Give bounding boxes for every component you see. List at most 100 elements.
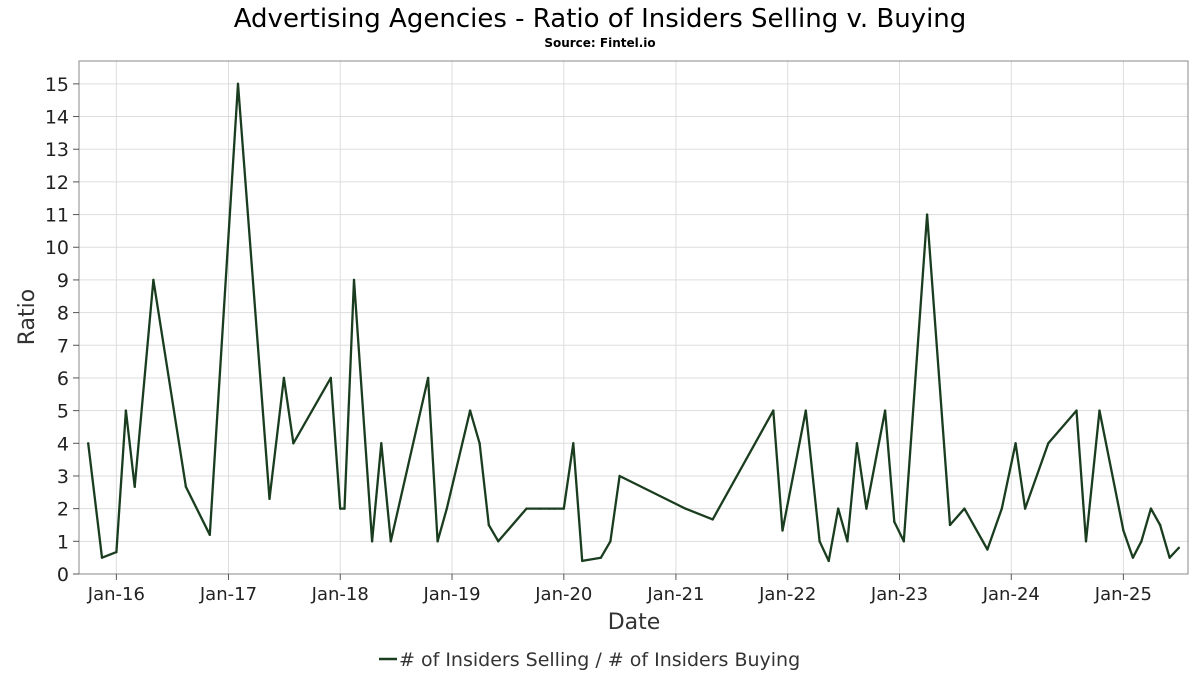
data-point bbox=[329, 376, 332, 380]
data-point bbox=[1000, 507, 1003, 510]
y-tick-label: 3 bbox=[57, 466, 69, 488]
data-point bbox=[883, 409, 887, 412]
y-tick-label: 11 bbox=[45, 205, 69, 227]
x-tick-label: Jan-18 bbox=[311, 584, 369, 605]
x-axis-label: Date bbox=[608, 610, 661, 635]
x-tick-label: Jan-23 bbox=[870, 584, 928, 605]
data-point bbox=[380, 442, 383, 445]
data-point bbox=[100, 556, 104, 559]
data-point bbox=[184, 485, 188, 488]
data-point bbox=[370, 540, 374, 543]
data-point bbox=[152, 278, 155, 282]
data-point bbox=[86, 442, 90, 445]
x-tick-label: Jan-19 bbox=[422, 584, 480, 605]
data-point bbox=[282, 376, 286, 380]
y-tick-label: 0 bbox=[57, 564, 69, 586]
legend-label: # of Insiders Selling / # of Insiders Bu… bbox=[399, 649, 800, 671]
data-point bbox=[133, 485, 136, 488]
data-point bbox=[389, 540, 392, 543]
x-tick-label: Jan-21 bbox=[646, 584, 704, 605]
y-tick-label: 7 bbox=[57, 335, 69, 357]
y-tick-label: 14 bbox=[45, 107, 69, 129]
data-point bbox=[292, 442, 295, 445]
chart-subtitle: Source: Fintel.io bbox=[544, 36, 655, 50]
data-point bbox=[478, 442, 481, 445]
data-point bbox=[948, 523, 952, 527]
data-point bbox=[1177, 546, 1181, 550]
x-axis-ticks: Jan-16 Jan-17 Jan-18 Jan-19 Jan-20 Jan-21 Jan-… bbox=[87, 574, 1152, 605]
y-tick-label: 15 bbox=[45, 74, 69, 96]
data-point bbox=[572, 442, 575, 445]
data-point bbox=[1098, 409, 1101, 412]
data-point bbox=[1084, 540, 1088, 543]
data-point bbox=[548, 507, 551, 510]
data-point bbox=[1149, 507, 1153, 510]
data-point bbox=[1131, 556, 1135, 559]
data-point bbox=[1140, 540, 1143, 543]
x-tick-label: Jan-25 bbox=[1094, 584, 1152, 605]
chart-title: Advertising Agencies - Ratio of Insiders… bbox=[234, 4, 967, 34]
data-point bbox=[1158, 523, 1162, 527]
data-point bbox=[986, 548, 989, 551]
data-point bbox=[963, 507, 966, 510]
data-point bbox=[580, 559, 584, 563]
y-axis-label: Ratio bbox=[15, 289, 40, 345]
data-point bbox=[902, 540, 905, 543]
x-tick-label: Jan-16 bbox=[87, 584, 145, 605]
data-point bbox=[562, 507, 566, 510]
y-tick-label: 13 bbox=[45, 139, 69, 161]
series-layer bbox=[86, 82, 1181, 563]
data-point bbox=[827, 559, 830, 563]
y-tick-label: 4 bbox=[57, 433, 69, 455]
data-point bbox=[236, 82, 240, 86]
data-point bbox=[1075, 409, 1078, 412]
legend: # of Insiders Selling / # of Insiders Bu… bbox=[379, 649, 800, 671]
data-point bbox=[609, 540, 612, 543]
data-point bbox=[426, 376, 430, 380]
y-tick-label: 1 bbox=[57, 531, 69, 553]
data-point bbox=[436, 540, 439, 543]
data-point bbox=[124, 409, 128, 412]
data-point bbox=[538, 507, 542, 510]
data-point bbox=[343, 507, 346, 510]
data-point bbox=[553, 507, 556, 510]
y-tick-label: 5 bbox=[57, 401, 69, 423]
y-tick-label: 8 bbox=[57, 303, 69, 325]
plot-frame bbox=[78, 60, 1189, 575]
data-point bbox=[684, 507, 687, 510]
data-point bbox=[1023, 507, 1027, 510]
data-point bbox=[1014, 442, 1017, 445]
y-tick-label: 6 bbox=[57, 368, 69, 390]
data-point bbox=[1047, 442, 1050, 445]
data-point bbox=[925, 213, 929, 216]
data-point bbox=[468, 409, 472, 412]
y-tick-label: 9 bbox=[57, 270, 69, 292]
x-tick-label: Jan-22 bbox=[758, 584, 816, 605]
series-line bbox=[87, 82, 1180, 563]
data-point bbox=[855, 442, 859, 445]
x-tick-label: Jan-20 bbox=[534, 584, 592, 605]
y-tick-label: 10 bbox=[45, 237, 69, 259]
data-point bbox=[268, 497, 271, 501]
grid-lines bbox=[79, 61, 1188, 575]
x-tick-label: Jan-17 bbox=[199, 584, 257, 605]
data-point bbox=[115, 550, 118, 554]
data-point bbox=[846, 540, 849, 543]
data-point bbox=[711, 518, 714, 521]
data-point bbox=[893, 520, 896, 523]
data-point bbox=[772, 409, 775, 412]
data-point bbox=[599, 556, 603, 559]
data-point bbox=[487, 523, 490, 527]
data-point bbox=[339, 507, 342, 510]
data-point bbox=[497, 540, 500, 543]
data-point bbox=[445, 507, 449, 510]
data-point bbox=[818, 540, 821, 543]
y-tick-label: 12 bbox=[45, 172, 69, 194]
data-point bbox=[352, 278, 356, 282]
data-point bbox=[781, 529, 784, 532]
data-point bbox=[1122, 529, 1125, 532]
data-point bbox=[208, 533, 211, 536]
data-point bbox=[865, 507, 868, 510]
